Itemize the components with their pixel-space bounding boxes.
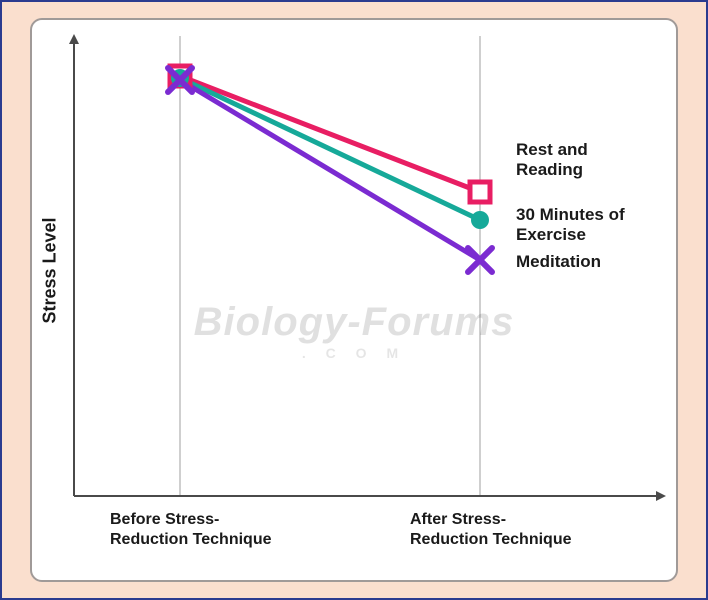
series-label-thirty-minutes-exercise: 30 Minutes ofExercise [516,205,625,244]
series-label-meditation: Meditation [516,252,601,272]
chart-svg [0,0,708,600]
chart-frame: Stress Level Before Stress-Reduction Tec… [0,0,708,600]
series-label-rest-and-reading: Rest andReading [516,140,588,179]
y-axis-label: Stress Level [40,171,61,371]
x-tick-label-1: After Stress-Reduction Technique [410,510,571,550]
x-tick-label-0: Before Stress-Reduction Technique [110,510,271,550]
